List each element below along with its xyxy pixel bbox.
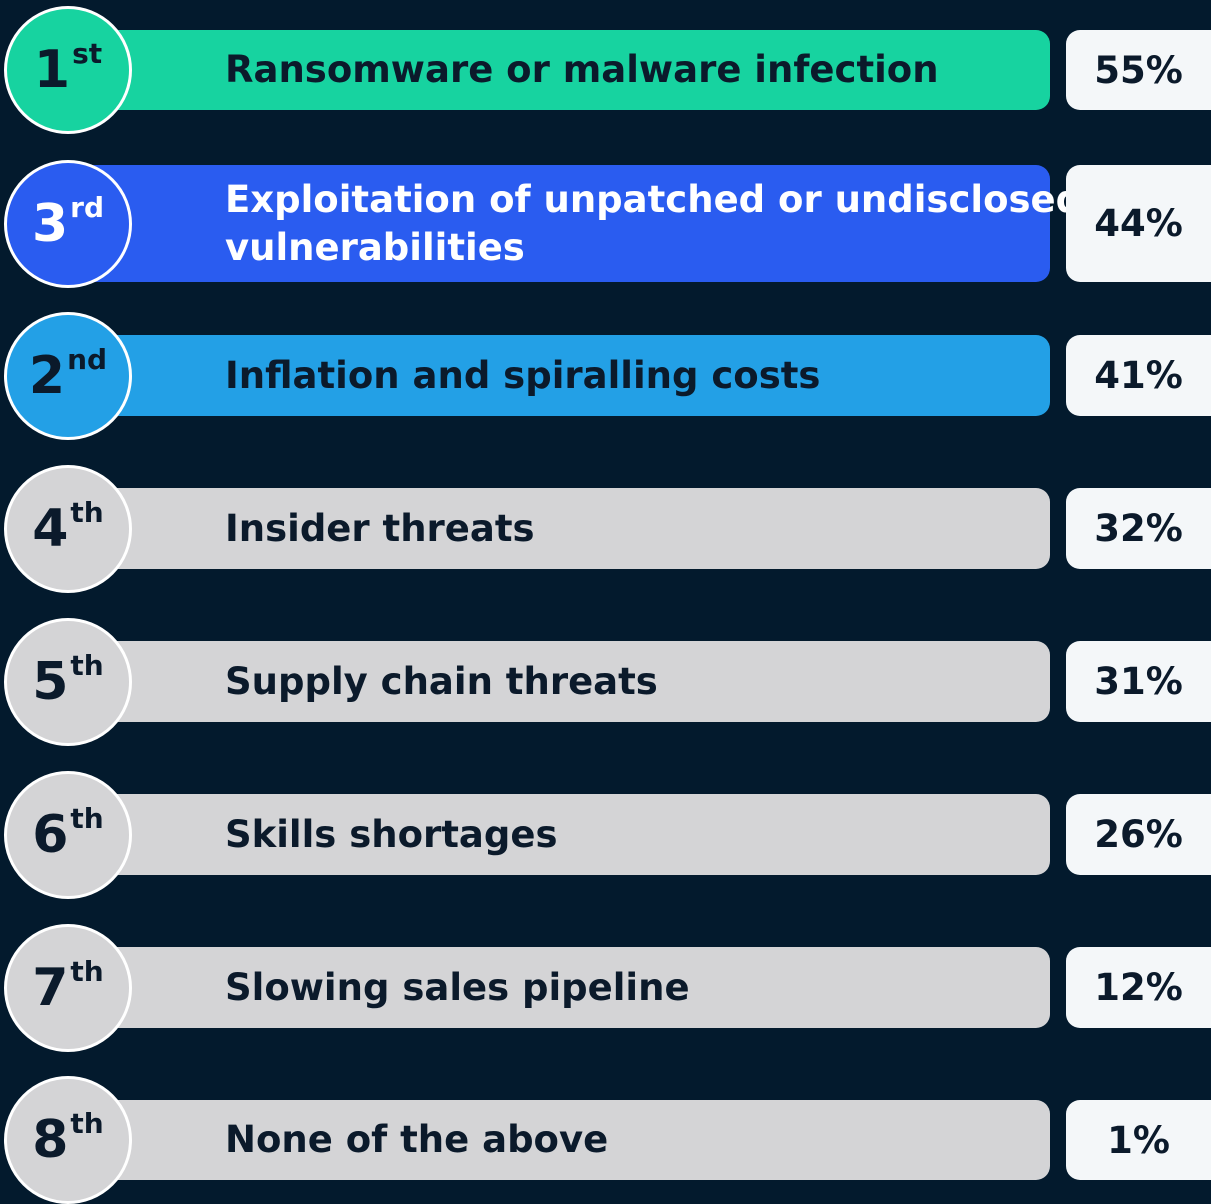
- item-label: None of the above: [225, 1118, 609, 1161]
- item-label: Skills shortages: [225, 812, 558, 856]
- rank-number: 1: [33, 40, 71, 100]
- rank-suffix: th: [70, 1107, 104, 1140]
- rank-number: 6: [32, 804, 69, 865]
- rank-badge: 8th: [4, 1076, 132, 1204]
- rank-number: 5: [32, 651, 69, 712]
- list-row: None of the above 8th 1%: [0, 1076, 1211, 1204]
- rank-number: 7: [32, 957, 69, 1018]
- item-label: Inflation and spiralling costs: [225, 353, 821, 397]
- rank-suffix: nd: [67, 342, 108, 376]
- list-row: Insider threats 4th 32%: [0, 464, 1211, 593]
- item-label: Exploitation of unpatched or undisclosed…: [225, 177, 1083, 269]
- item-bar: None of the above: [70, 1100, 1050, 1180]
- item-bar: Slowing sales pipeline: [70, 947, 1050, 1028]
- item-value: 55%: [1066, 30, 1211, 110]
- rank-number: 2: [28, 345, 66, 406]
- item-label: Insider threats: [225, 506, 535, 550]
- list-row: Inflation and spiralling costs 2nd 41%: [0, 311, 1211, 440]
- rank-suffix: st: [72, 37, 103, 70]
- item-value: 32%: [1066, 488, 1211, 569]
- rank-suffix: rd: [70, 190, 105, 224]
- item-value: 26%: [1066, 794, 1211, 875]
- rank-badge: 7th: [4, 923, 132, 1052]
- rank-badge: 3rd: [4, 159, 132, 288]
- list-row: Skills shortages 6th 26%: [0, 770, 1211, 899]
- rank-badge: 5th: [4, 617, 132, 746]
- list-row: Ransomware or malware infection 1st 55%: [0, 6, 1211, 134]
- rank-suffix: th: [70, 801, 104, 835]
- item-label: Ransomware or malware infection: [225, 48, 939, 91]
- item-bar: Inflation and spiralling costs: [70, 335, 1050, 416]
- item-label: Slowing sales pipeline: [225, 965, 690, 1009]
- rank-suffix: th: [70, 648, 104, 682]
- item-bar: Insider threats: [70, 488, 1050, 569]
- rank-number: 4: [32, 498, 69, 559]
- rank-badge: 1st: [4, 6, 132, 134]
- rank-badge: 2nd: [4, 311, 132, 440]
- list-row: Slowing sales pipeline 7th 12%: [0, 923, 1211, 1052]
- item-bar: Ransomware or malware infection: [70, 30, 1050, 110]
- item-value: 41%: [1066, 335, 1211, 416]
- rank-suffix: th: [70, 954, 104, 988]
- item-bar: Exploitation of unpatched or undisclosed…: [70, 165, 1082, 282]
- rank-badge: 6th: [4, 770, 132, 899]
- item-bar: Supply chain threats: [70, 641, 1050, 722]
- item-bar: Skills shortages: [70, 794, 1050, 875]
- rank-suffix: th: [70, 495, 104, 529]
- rank-number: 8: [32, 1110, 69, 1170]
- item-label: Supply chain threats: [225, 659, 658, 703]
- list-row: Supply chain threats 5th 31%: [0, 617, 1211, 746]
- item-value: 31%: [1066, 641, 1211, 722]
- rank-badge: 4th: [4, 464, 132, 593]
- list-row: Exploitation of unpatched or undisclosed…: [0, 159, 1211, 288]
- item-value: 44%: [1066, 165, 1211, 282]
- item-value: 12%: [1066, 947, 1211, 1028]
- rank-number: 3: [31, 193, 69, 254]
- item-value: 1%: [1066, 1100, 1211, 1180]
